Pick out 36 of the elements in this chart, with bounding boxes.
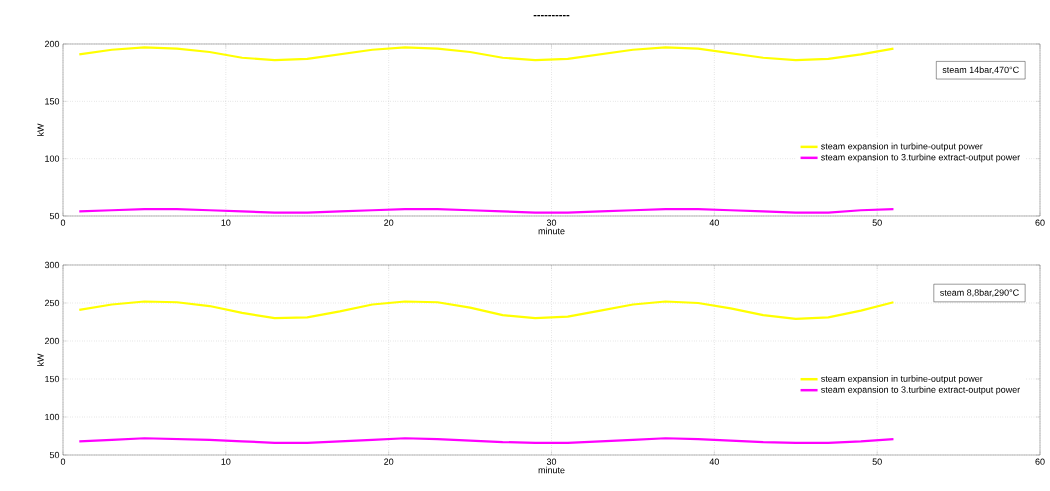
y-tick-label: 100: [45, 155, 60, 162]
x-axis-title: minute: [538, 227, 565, 235]
y-axis-title: kW: [37, 123, 44, 136]
legend-label: steam expansion to 3.turbine extract-output power: [821, 153, 1020, 163]
line-series: [78, 300, 895, 321]
legend-label: steam expansion in turbine-output power: [821, 142, 983, 152]
y-tick-label: 150: [45, 98, 60, 105]
x-tick-label: 10: [221, 219, 231, 226]
y-tick-label: 250: [44, 299, 60, 307]
x-tick-label: 60: [1035, 219, 1045, 226]
x-tick-label: 40: [709, 458, 719, 465]
x-tick-label: 0: [60, 219, 66, 226]
legend-label: steam expansion to 3.turbine extract-output power: [821, 386, 1020, 395]
annotation: steam 14bar,470°C: [942, 66, 1019, 75]
y-tick-label: 200: [44, 337, 60, 345]
annotation: steam 8,8bar,290°C: [940, 289, 1019, 297]
y-tick-label: 150: [45, 375, 60, 383]
y-tick-label: 50: [49, 212, 60, 220]
x-tick-label: 20: [384, 458, 394, 465]
y-tick-label: 300: [44, 261, 60, 269]
x-tick-label: 40: [709, 219, 719, 226]
x-tick-label: 30: [546, 219, 557, 226]
x-tick-label: 20: [384, 219, 394, 226]
legend-label: steam expansion in turbine-output power: [821, 375, 983, 384]
y-tick-label: 200: [44, 40, 60, 48]
y-tick-label: 50: [49, 451, 60, 459]
x-tick-label: 50: [872, 219, 882, 226]
x-tick-label: 30: [546, 458, 557, 465]
x-tick-label: 0: [60, 458, 66, 465]
y-axis-title: kW: [37, 353, 44, 366]
x-tick-label: 50: [872, 458, 882, 465]
x-tick-label: 10: [221, 458, 231, 465]
x-tick-label: 60: [1035, 458, 1045, 465]
y-tick-label: 100: [45, 413, 60, 421]
chart-title: ----------: [533, 14, 570, 17]
x-axis-title: minute: [538, 466, 565, 474]
